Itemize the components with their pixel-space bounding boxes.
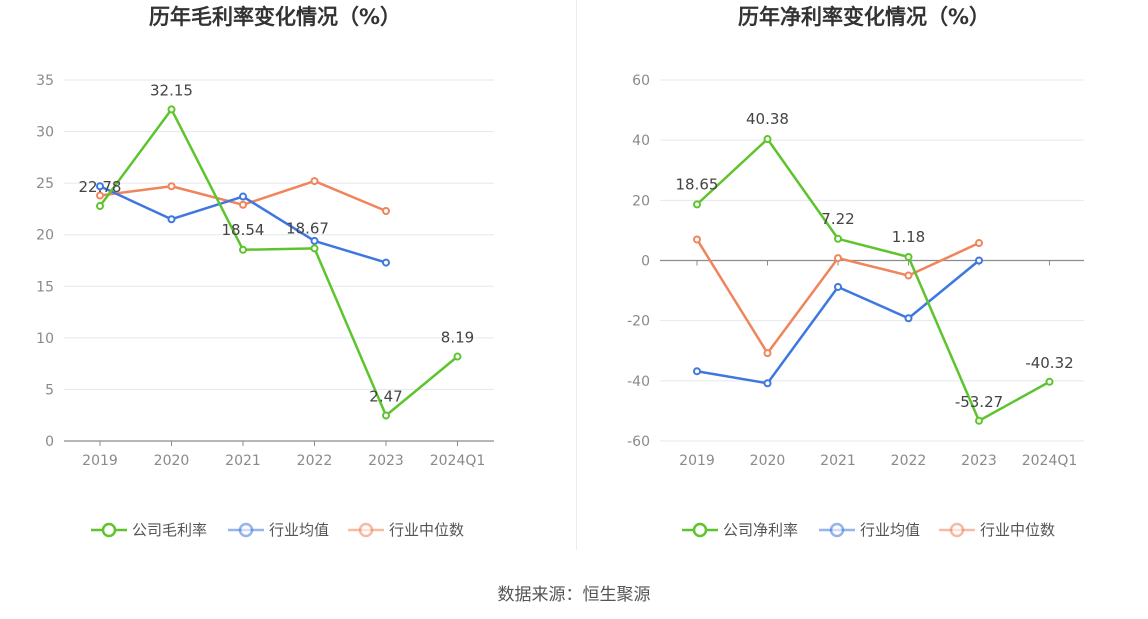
data-label: 22.78 bbox=[79, 178, 122, 196]
data-point bbox=[382, 258, 390, 267]
y-tick-label: 30 bbox=[36, 125, 54, 141]
legend-swatch-marker bbox=[238, 522, 254, 538]
data-point bbox=[239, 200, 247, 209]
legend-label: 行业均值 bbox=[269, 521, 329, 539]
x-tick-label: 2024Q1 bbox=[1022, 453, 1078, 469]
legend-swatch-marker bbox=[829, 522, 845, 538]
legend-label: 行业中位数 bbox=[389, 521, 464, 539]
data-point bbox=[763, 135, 772, 144]
x-tick-label: 2023 bbox=[368, 453, 404, 469]
x-tick-label: 2019 bbox=[82, 453, 118, 469]
y-tick-label: -60 bbox=[627, 434, 650, 450]
series-line bbox=[696, 137, 1051, 423]
data-point bbox=[96, 182, 104, 191]
y-tick-label: 15 bbox=[36, 279, 54, 295]
data-point bbox=[834, 282, 842, 291]
x-tick-label: 2019 bbox=[679, 453, 715, 469]
x-tick-label: 2024Q1 bbox=[430, 453, 486, 469]
legend-swatch-marker bbox=[949, 522, 965, 538]
data-label: -53.27 bbox=[955, 393, 1003, 411]
y-tick-label: -40 bbox=[627, 374, 650, 390]
x-tick-label: 2020 bbox=[750, 453, 786, 469]
y-tick-label: 25 bbox=[36, 176, 54, 192]
data-label: 18.54 bbox=[222, 221, 265, 239]
data-point bbox=[239, 192, 247, 201]
y-tick-label: 5 bbox=[45, 382, 54, 398]
data-point bbox=[239, 245, 247, 254]
data-point bbox=[975, 239, 983, 248]
data-label: -40.32 bbox=[1025, 354, 1073, 372]
y-tick-label: -20 bbox=[627, 314, 650, 330]
data-point bbox=[167, 182, 176, 191]
x-tick-label: 2022 bbox=[297, 453, 333, 469]
data-point bbox=[382, 411, 390, 420]
y-tick-label: 0 bbox=[45, 434, 54, 450]
chart-divider bbox=[576, 0, 577, 550]
net-margin-chart: 历年净利率变化情况（%） -60 -40 -20 0 20 40 60 2019 2020 2021… bbox=[627, 5, 1084, 539]
y-tick-label: 20 bbox=[632, 193, 650, 209]
data-point bbox=[382, 206, 390, 215]
x-tick-label: 2021 bbox=[820, 453, 856, 469]
legend-label: 行业中位数 bbox=[980, 521, 1055, 539]
y-tick-label: 35 bbox=[36, 73, 54, 89]
data-point bbox=[310, 236, 319, 245]
data-source: 数据来源：恒生聚源 bbox=[497, 585, 651, 605]
data-point bbox=[834, 254, 842, 263]
data-point bbox=[975, 256, 983, 265]
y-tick-label: 20 bbox=[36, 228, 54, 244]
y-tick-label: 60 bbox=[632, 73, 650, 89]
data-point bbox=[693, 235, 701, 244]
x-tick-label: 2023 bbox=[961, 453, 997, 469]
data-label: 18.65 bbox=[676, 175, 719, 193]
data-label: 1.18 bbox=[892, 228, 925, 246]
data-point bbox=[975, 416, 983, 425]
chart-title: 历年毛利率变化情况（%） bbox=[149, 5, 401, 29]
data-point bbox=[763, 379, 772, 388]
y-tick-label: 10 bbox=[36, 331, 54, 347]
x-tick-label: 2022 bbox=[891, 453, 927, 469]
data-label: 8.19 bbox=[441, 329, 474, 347]
data-label: 32.15 bbox=[150, 81, 193, 99]
data-label: 18.67 bbox=[286, 219, 329, 237]
data-point bbox=[96, 191, 104, 200]
data-point bbox=[96, 202, 104, 211]
data-point bbox=[904, 252, 913, 261]
x-tick-label: 2021 bbox=[225, 453, 261, 469]
chart-title: 历年净利率变化情况（%） bbox=[738, 5, 990, 29]
data-point bbox=[693, 200, 701, 209]
data-point bbox=[167, 105, 176, 114]
data-point bbox=[1045, 377, 1054, 386]
data-point bbox=[310, 177, 319, 186]
data-point bbox=[453, 352, 462, 361]
gross-margin-chart: 历年毛利率变化情况（%） 0 5 10 15 20 25 30 35 2019 2020 2021 20… bbox=[36, 5, 494, 539]
data-label: 7.22 bbox=[821, 210, 854, 228]
legend-label: 行业均值 bbox=[860, 521, 920, 539]
data-label: 40.38 bbox=[746, 110, 789, 128]
legend-swatch-marker bbox=[692, 522, 708, 538]
y-tick-label: 40 bbox=[632, 133, 650, 149]
data-point bbox=[763, 349, 772, 358]
y-tick-label: 0 bbox=[641, 254, 650, 270]
x-tick-label: 2020 bbox=[154, 453, 190, 469]
data-point bbox=[693, 367, 701, 376]
series-line bbox=[98, 108, 459, 417]
data-label: 2.47 bbox=[369, 388, 402, 406]
legend-swatch-marker bbox=[358, 522, 374, 538]
legend-label: 公司毛利率 bbox=[132, 521, 207, 539]
legend-swatch-marker bbox=[101, 522, 117, 538]
data-point bbox=[834, 234, 842, 243]
data-point bbox=[904, 271, 913, 280]
data-point bbox=[310, 244, 319, 253]
legend-label: 公司净利率 bbox=[723, 521, 798, 539]
data-point bbox=[904, 314, 913, 323]
data-point bbox=[167, 215, 176, 224]
